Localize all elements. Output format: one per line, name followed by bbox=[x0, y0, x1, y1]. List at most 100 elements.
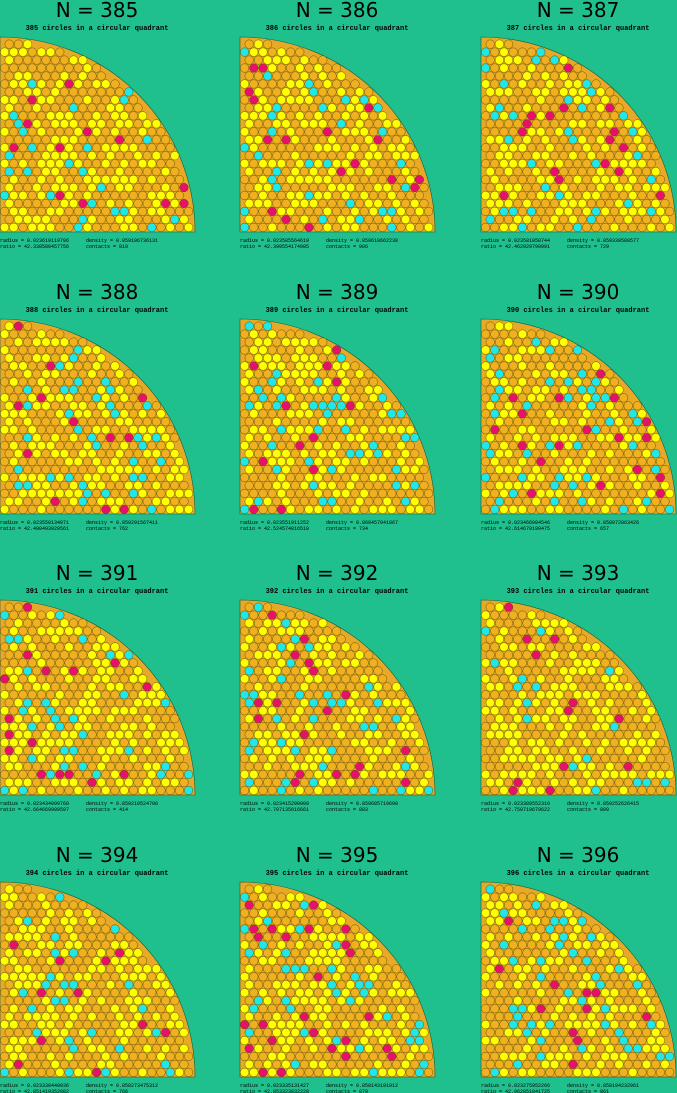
circle bbox=[69, 761, 79, 771]
circle bbox=[0, 1036, 10, 1046]
circle bbox=[59, 369, 69, 379]
circle bbox=[499, 95, 509, 105]
circle bbox=[281, 135, 291, 145]
circle bbox=[414, 785, 424, 795]
circle bbox=[290, 634, 300, 644]
circle bbox=[517, 425, 527, 435]
circle bbox=[78, 385, 88, 395]
circle bbox=[655, 473, 665, 483]
circle bbox=[494, 321, 504, 331]
circle bbox=[582, 658, 592, 668]
circle bbox=[174, 738, 184, 748]
circle bbox=[138, 222, 148, 232]
circle bbox=[481, 769, 491, 779]
circle bbox=[499, 361, 509, 371]
circle bbox=[600, 674, 610, 684]
circle bbox=[18, 1051, 28, 1061]
circle bbox=[249, 79, 259, 89]
circle bbox=[522, 1012, 532, 1022]
circle bbox=[258, 1067, 268, 1077]
circle bbox=[614, 996, 624, 1006]
circle bbox=[642, 1028, 652, 1038]
circle bbox=[96, 932, 106, 942]
circle bbox=[646, 1020, 656, 1030]
circle bbox=[249, 63, 259, 73]
circle bbox=[401, 496, 411, 506]
circle bbox=[170, 1043, 180, 1053]
circle bbox=[545, 409, 555, 419]
circle bbox=[128, 175, 138, 185]
circle bbox=[623, 714, 633, 724]
circle bbox=[304, 626, 314, 636]
circle bbox=[494, 214, 504, 224]
circle bbox=[69, 353, 79, 363]
circle bbox=[82, 642, 92, 652]
circle bbox=[373, 119, 383, 129]
circle bbox=[9, 626, 19, 636]
circle bbox=[559, 698, 569, 708]
circle bbox=[554, 754, 564, 764]
circle bbox=[414, 191, 424, 201]
circle bbox=[286, 504, 296, 514]
circle bbox=[531, 1028, 541, 1038]
circle bbox=[115, 119, 125, 129]
circle bbox=[563, 488, 573, 498]
circle bbox=[165, 206, 175, 216]
circle bbox=[391, 1028, 401, 1038]
circle bbox=[50, 465, 60, 475]
circle bbox=[504, 980, 514, 990]
circle bbox=[559, 1012, 569, 1022]
circle bbox=[550, 900, 560, 910]
circle bbox=[322, 924, 332, 934]
circle bbox=[128, 738, 138, 748]
circle bbox=[628, 143, 638, 153]
circle bbox=[240, 63, 250, 73]
circle bbox=[110, 706, 120, 716]
circle bbox=[485, 385, 495, 395]
circle bbox=[290, 337, 300, 347]
circle bbox=[78, 369, 88, 379]
circle bbox=[494, 602, 504, 612]
circle bbox=[396, 972, 406, 982]
circle bbox=[391, 198, 401, 208]
circle bbox=[619, 409, 629, 419]
circle bbox=[101, 191, 111, 201]
circle bbox=[600, 95, 610, 105]
circle bbox=[69, 650, 79, 660]
circle bbox=[327, 385, 337, 395]
circle bbox=[499, 473, 509, 483]
circle bbox=[161, 480, 171, 490]
heading: N = 385 bbox=[56, 0, 139, 22]
circle bbox=[151, 698, 161, 708]
circle bbox=[332, 1067, 342, 1077]
circle bbox=[92, 658, 102, 668]
circle bbox=[290, 417, 300, 427]
circle bbox=[18, 63, 28, 73]
circle bbox=[138, 785, 148, 795]
circle bbox=[295, 143, 305, 153]
circle bbox=[73, 690, 83, 700]
circle bbox=[554, 473, 564, 483]
circle bbox=[350, 377, 360, 387]
ratio: ratio = 42.962851041725 bbox=[481, 1089, 550, 1093]
circle bbox=[628, 504, 638, 514]
circle bbox=[249, 111, 259, 121]
circle bbox=[563, 393, 573, 403]
circle bbox=[258, 377, 268, 387]
circle bbox=[628, 222, 638, 232]
circle bbox=[286, 63, 296, 73]
circle bbox=[253, 167, 263, 177]
circle bbox=[55, 47, 65, 57]
circle bbox=[263, 666, 273, 676]
circle bbox=[304, 1036, 314, 1046]
circle bbox=[655, 785, 665, 795]
circle bbox=[46, 658, 56, 668]
circle bbox=[240, 127, 250, 137]
circle bbox=[82, 488, 92, 498]
circle bbox=[9, 892, 19, 902]
circle bbox=[550, 682, 560, 692]
circle bbox=[513, 1028, 523, 1038]
circle bbox=[50, 761, 60, 771]
circle bbox=[124, 214, 134, 224]
circle bbox=[96, 996, 106, 1006]
